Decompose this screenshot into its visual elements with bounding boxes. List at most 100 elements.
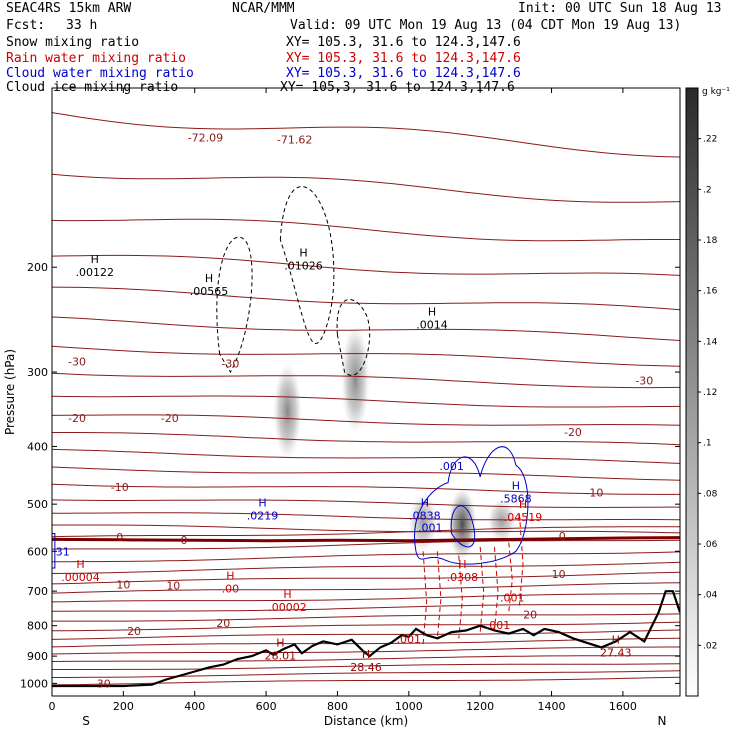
isotherm-line-13 <box>52 483 680 495</box>
colorbar-tick-label-10: .22 <box>703 135 717 145</box>
isotherm-line-19 <box>52 551 680 563</box>
terrain-line <box>52 590 680 688</box>
isotherm-line-5 <box>52 316 680 341</box>
x-tick-label-6: 1200 <box>466 700 494 713</box>
isotherm-label-5: -20 <box>68 412 86 425</box>
isotherm-line-12 <box>52 466 680 481</box>
cloud-water-contour-edge <box>52 532 56 569</box>
valid-time: Valid: 09 UTC Mon 19 Aug 13 (04 CDT Mon … <box>290 18 682 33</box>
rain-contour-3 <box>479 546 485 633</box>
isotherm-line-4 <box>52 286 680 311</box>
extremum-marker-10: H <box>458 558 466 571</box>
rain-contour-5 <box>508 542 513 613</box>
snow-shading-0 <box>273 363 302 460</box>
colorbar-tick-label-4: .1 <box>703 439 712 449</box>
colorbar-unit-label: g kg⁻¹ <box>702 87 730 97</box>
isotherm-label-7: -20 <box>564 426 582 439</box>
extremum-marker-7: H <box>76 558 84 571</box>
extremum-marker-2: H <box>299 247 307 260</box>
isotherm-label-16: 20 <box>127 625 141 638</box>
isotherm-line-1 <box>52 173 680 203</box>
extremum-marker-4: H <box>258 496 266 509</box>
freezing-level-line <box>52 536 680 543</box>
x-tick-label-2: 400 <box>184 700 205 713</box>
extremum-value-13: 28.46 <box>350 661 382 674</box>
isotherm-line-9 <box>52 414 680 426</box>
colorbar-tick-label-6: .14 <box>703 337 718 347</box>
field-xy-rain: XY= 105.3, 31.6 to 124.3,147.6 <box>286 51 521 66</box>
center-label: NCAR/MMM <box>232 1 295 16</box>
x-axis-label: Distance (km) <box>324 714 408 728</box>
forecast-label: Fcst: <box>6 18 46 33</box>
isotherm-line-15 <box>52 512 680 521</box>
isotherm-line-16 <box>52 524 680 534</box>
isotherm-label-2: -30 <box>68 356 86 369</box>
cloud-water-contour-main <box>414 446 529 565</box>
extremum-value-2: .01026 <box>284 260 323 273</box>
y-tick-label-8: 1000 <box>20 677 48 690</box>
field-xy-cloud-water: XY= 105.3, 31.6 to 124.3,147.6 <box>286 66 521 81</box>
y-tick-label-5: 700 <box>27 585 48 598</box>
isotherm-label-17: 20 <box>216 617 230 630</box>
x-tick-label-0: 0 <box>49 700 56 713</box>
contour-value-label-2: 31 <box>56 546 70 559</box>
extremum-marker-14: H <box>612 633 620 646</box>
isotherm-label-14: 10 <box>166 580 180 593</box>
isotherm-line-31 <box>52 663 680 670</box>
colorbar-tick-label-1: .04 <box>703 591 718 601</box>
isotherm-label-15: 10 <box>552 568 566 581</box>
isotherm-label-11: 0 <box>181 534 188 547</box>
plot-frame <box>51 87 681 697</box>
forecast-hours: 33 h <box>66 18 98 33</box>
x-tick-label-5: 1000 <box>395 700 423 713</box>
extremum-marker-13: H <box>362 648 370 661</box>
y-tick-label-0: 200 <box>27 261 48 274</box>
extremum-marker-6: H <box>512 480 520 493</box>
colorbar-tick-label-0: .02 <box>703 641 717 651</box>
y-tick-label-2: 400 <box>27 440 48 453</box>
cloud-ice-contour-3 <box>336 299 371 376</box>
isotherm-line-23 <box>52 593 680 603</box>
y-tick-label-3: 500 <box>27 498 48 511</box>
isotherm-line-2 <box>52 218 680 242</box>
extremum-value-14: 27.43 <box>600 646 632 659</box>
hydrometeor-contour-layer <box>52 186 529 645</box>
extremum-marker-1: H <box>205 272 213 285</box>
cloud-water-contour-inner <box>450 505 476 548</box>
extremum-marker-8: H <box>226 570 234 583</box>
x-tick-label-7: 1400 <box>538 700 566 713</box>
x-tick-label-4: 800 <box>327 700 348 713</box>
isotherm-label-0: -72.09 <box>188 131 223 144</box>
rain-contour-0 <box>422 551 428 645</box>
isotherm-line-0 <box>52 112 680 158</box>
isotherm-line-7 <box>52 372 680 389</box>
y-axis-label: Pressure (hPa) <box>3 349 17 435</box>
isotherm-line-8 <box>52 395 680 408</box>
isotherm-label-8: -10 <box>111 481 129 494</box>
north-endpoint-label: N <box>658 714 667 728</box>
isotherm-line-11 <box>52 448 680 464</box>
colorbar-tick-label-2: .06 <box>703 540 718 550</box>
isotherm-line-33 <box>52 676 680 686</box>
isotherm-label-12: 0 <box>559 530 566 543</box>
x-tick-label-8: 1600 <box>609 700 637 713</box>
isotherm-line-32 <box>52 670 680 678</box>
isotherm-label-4: -30 <box>635 375 653 388</box>
extremum-value-4: .0219 <box>247 509 279 522</box>
colorbar-tick-label-7: .16 <box>703 287 718 297</box>
extremum-value-10: .0308 <box>447 571 479 584</box>
extremum-value-12: 28.01 <box>265 649 297 662</box>
x-tick-label-1: 200 <box>113 700 134 713</box>
isotherm-line-26 <box>52 621 680 632</box>
snow-shading-3 <box>448 488 477 560</box>
isotherm-label-3: -30 <box>221 357 239 370</box>
colorbar-tick-label-8: .18 <box>703 236 718 246</box>
extremum-marker-12: H <box>276 636 284 649</box>
rain-contour-6 <box>518 514 524 606</box>
extremum-marker-3: H <box>428 306 436 319</box>
model-title: SEAC4RS 15km ARW <box>6 1 132 16</box>
isotherm-label-6: -20 <box>161 412 179 425</box>
y-tick-label-1: 300 <box>27 366 48 379</box>
extremum-value-11: .04519 <box>504 511 543 524</box>
